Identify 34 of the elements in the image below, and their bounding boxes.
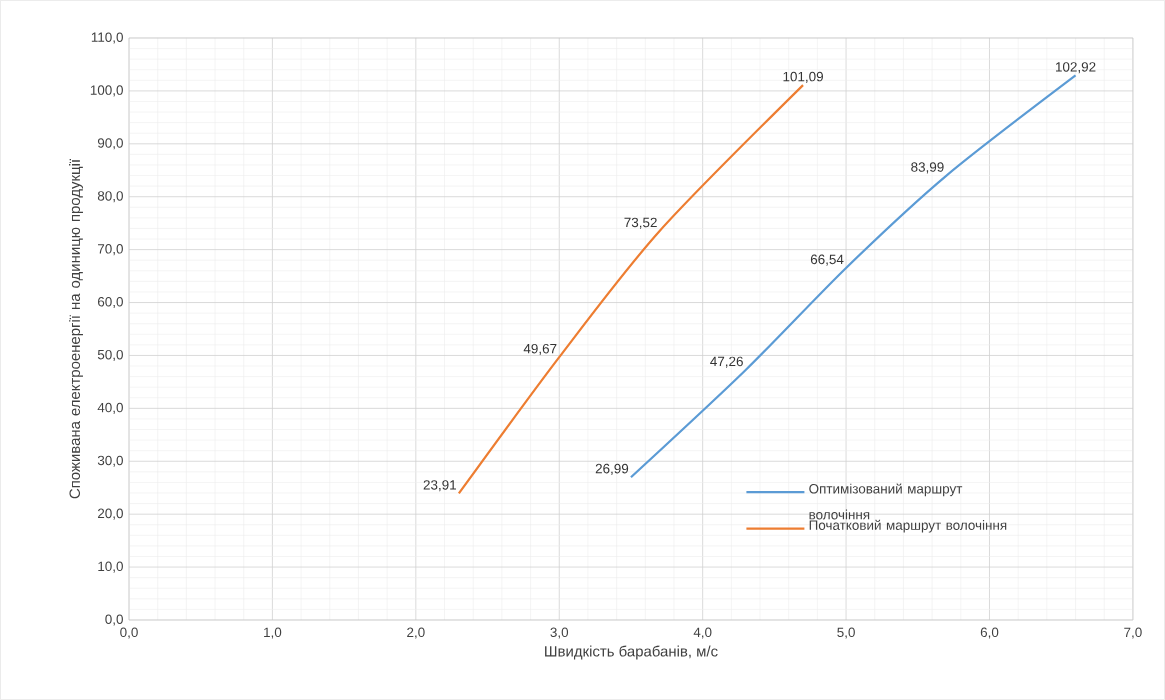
line-series [457, 84, 805, 495]
y-tick-label: 60,0 [98, 296, 123, 309]
data-label: 73,52 [624, 217, 657, 229]
y-tick-label: 110,0 [91, 32, 123, 44]
y-tick-label: 10,0 [98, 561, 123, 573]
legend-label: Початковий маршрут волочіння [809, 519, 1007, 533]
x-tick-label: 7,0 [1124, 627, 1142, 639]
x-tick-label: 0,0 [120, 627, 138, 639]
y-tick-label: 70,0 [98, 244, 123, 256]
data-label: 47,26 [710, 356, 743, 368]
y-tick-label: 50,0 [97, 349, 123, 361]
y-tick-label: 0,0 [105, 614, 123, 626]
data-label: 23,91 [423, 480, 456, 492]
y-tick-label: 40,0 [97, 402, 123, 414]
y-tick-label: 100,0 [90, 85, 123, 97]
data-label: 66,54 [810, 254, 844, 266]
x-tick-label: 3,0 [550, 627, 569, 639]
x-tick-label: 1,0 [264, 627, 282, 639]
data-label: 83,99 [911, 162, 944, 174]
data-label: 101,09 [783, 71, 823, 83]
y-tick-label: 20,0 [97, 508, 123, 520]
x-tick-label: 2,0 [407, 627, 425, 639]
x-tick-label: 6,0 [980, 627, 999, 639]
x-tick-label: 5,0 [837, 627, 855, 639]
x-axis-title: Швидкість барабанів, м/с [545, 645, 718, 660]
y-tick-label: 90,0 [97, 138, 123, 150]
legend-label: Оптимізований маршрут волочіння [809, 483, 963, 520]
x-tick-label: 4,0 [693, 627, 712, 639]
data-label: 26,99 [595, 463, 629, 475]
y-tick-label: 80,0 [97, 191, 123, 203]
y-axis-title: Споживана електроенергії на одиницю продукції [69, 159, 83, 499]
y-tick-label: 30,0 [97, 455, 123, 467]
data-label: 49,67 [523, 343, 557, 355]
data-label: 102,92 [1056, 62, 1096, 74]
